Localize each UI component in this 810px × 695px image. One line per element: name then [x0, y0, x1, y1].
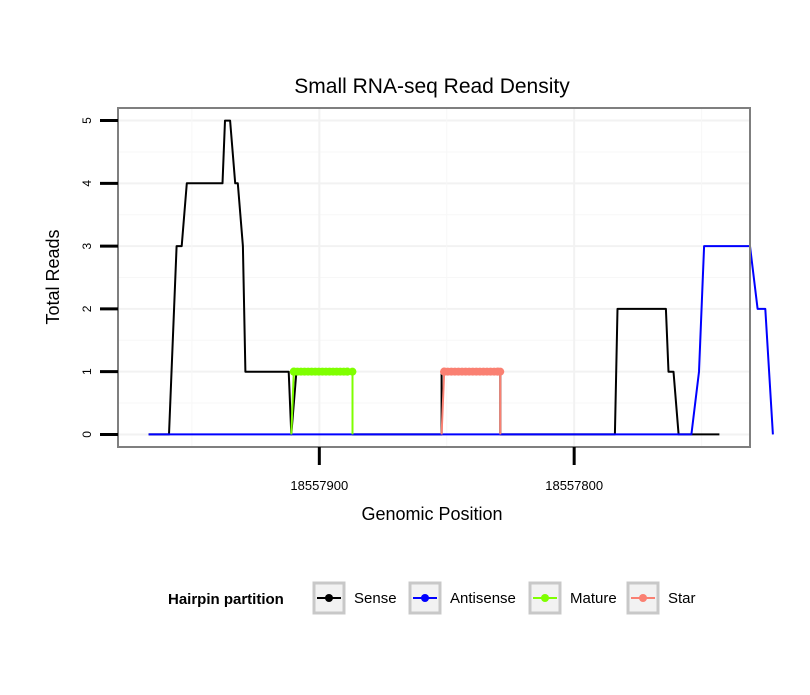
y-tick-label: 0	[80, 431, 94, 438]
legend-item-sense: Sense	[312, 581, 397, 615]
legend-key-dot	[421, 594, 429, 602]
x-axis-label: Genomic Position	[361, 504, 502, 524]
legend-key-dot	[639, 594, 647, 602]
chart-title: Small RNA-seq Read Density	[294, 75, 570, 98]
x-axis: 18557900 18557800	[290, 447, 603, 493]
legend-label-sense: Sense	[354, 590, 397, 607]
series-mature	[289, 367, 357, 435]
x-tick-label: 18557900	[290, 478, 348, 493]
legend-key-dot	[541, 594, 549, 602]
legend-label-antisense: Antisense	[450, 590, 516, 607]
legend-title: Hairpin partition	[168, 591, 284, 608]
plot-grid	[118, 108, 750, 447]
plot-series	[148, 119, 774, 436]
y-axis-label: Total Reads	[43, 229, 63, 324]
plot-frame	[117, 107, 751, 448]
legend-item-mature: Mature	[528, 581, 617, 615]
legend-label-star: Star	[668, 590, 696, 607]
y-tick-label: 4	[80, 180, 94, 187]
series-line-antisense	[148, 245, 774, 436]
data-point	[348, 367, 357, 376]
legend-key-dot	[325, 594, 333, 602]
x-tick-label: 18557800	[545, 478, 603, 493]
series-star	[440, 367, 505, 435]
y-tick-label: 1	[80, 368, 94, 375]
legend: Hairpin partition Sense Antisense Mature St…	[168, 581, 696, 615]
y-tick-label: 5	[80, 117, 94, 124]
legend-item-star: Star	[626, 581, 696, 615]
legend-label-mature: Mature	[570, 590, 617, 607]
y-tick-label: 2	[80, 305, 94, 312]
y-tick-label: 3	[80, 242, 94, 249]
legend-item-antisense: Antisense	[408, 581, 516, 615]
series-antisense	[148, 245, 774, 436]
y-axis: 0 1 2 3 4 5	[80, 117, 118, 438]
data-point	[496, 367, 505, 376]
